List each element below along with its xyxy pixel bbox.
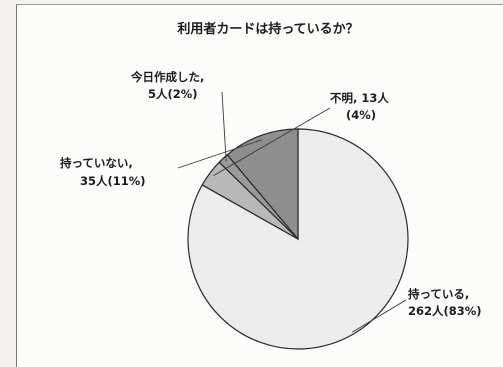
slice-fumei-leader — [213, 107, 331, 177]
pie-slices — [187, 128, 409, 350]
label-motteiru-line1: 持っている, — [408, 287, 469, 301]
label-fumei-line1: 不明, 13人 — [330, 91, 389, 105]
slice-motteiru-leader — [352, 299, 407, 333]
label-kyou-line1: 今日作成した, — [130, 70, 204, 84]
chart-title: 利用者カードは持っているか？ — [177, 21, 358, 37]
label-motteiru-line2: 262人(83%) — [408, 304, 482, 318]
label-fumei-line2: (4%) — [346, 108, 376, 122]
slice-motteinai-leader — [177, 139, 263, 169]
leader-lines — [177, 91, 407, 333]
slice-motteinai — [226, 128, 299, 241]
slice-kyou-sakusei-leader — [221, 91, 227, 162]
label-motteinai-line1: 持っていない, — [60, 156, 133, 170]
label-motteinai-line2: 35人(11%) — [80, 174, 146, 188]
label-kyou-line2: 5人(2%) — [148, 87, 198, 101]
